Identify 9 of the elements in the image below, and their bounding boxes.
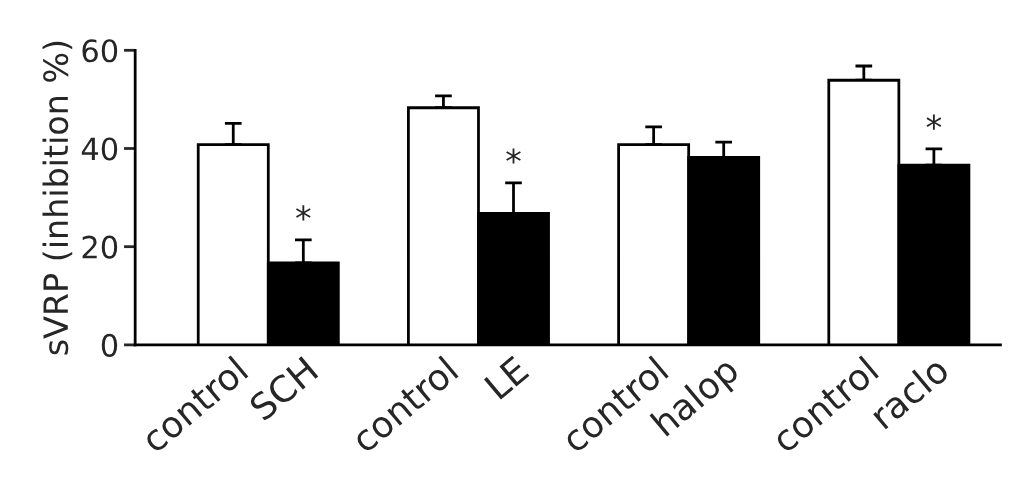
annotation: * — [295, 205, 311, 221]
y-tick-label: 40 — [81, 137, 118, 161]
x-tick-label: LE — [484, 355, 530, 400]
annotation: * — [506, 148, 521, 164]
annotation: * — [926, 114, 942, 130]
y-axis-title: sVRP (inhibition %) — [42, 41, 73, 355]
y-tick-label: 20 — [82, 235, 118, 259]
y-tick-label: 60 — [82, 39, 118, 63]
y-tick-label: 0 — [101, 333, 118, 357]
